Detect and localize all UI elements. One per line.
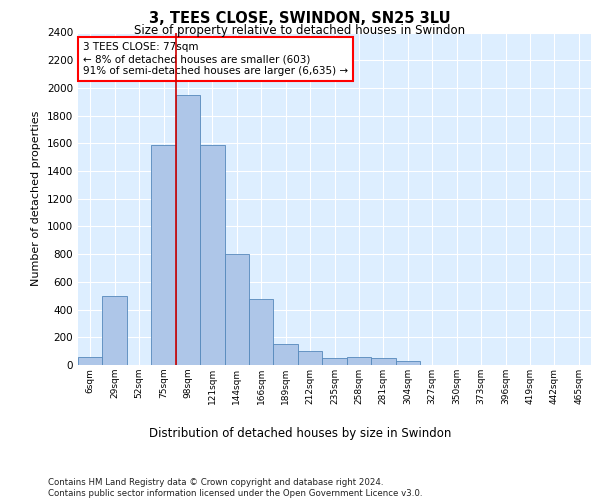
Bar xyxy=(224,254,249,365)
Bar xyxy=(249,298,274,365)
Bar xyxy=(176,95,200,365)
Bar xyxy=(322,358,347,365)
Text: Contains HM Land Registry data © Crown copyright and database right 2024.
Contai: Contains HM Land Registry data © Crown c… xyxy=(48,478,422,498)
Bar xyxy=(371,358,395,365)
Bar xyxy=(347,358,371,365)
Text: Distribution of detached houses by size in Swindon: Distribution of detached houses by size … xyxy=(149,428,451,440)
Text: 3, TEES CLOSE, SWINDON, SN25 3LU: 3, TEES CLOSE, SWINDON, SN25 3LU xyxy=(149,11,451,26)
Text: 3 TEES CLOSE: 77sqm
← 8% of detached houses are smaller (603)
91% of semi-detach: 3 TEES CLOSE: 77sqm ← 8% of detached hou… xyxy=(83,42,348,76)
Bar xyxy=(151,144,176,365)
Y-axis label: Number of detached properties: Number of detached properties xyxy=(31,111,41,286)
Bar xyxy=(200,144,224,365)
Bar xyxy=(274,344,298,365)
Bar xyxy=(395,361,420,365)
Bar xyxy=(78,356,103,365)
Bar xyxy=(103,296,127,365)
Text: Size of property relative to detached houses in Swindon: Size of property relative to detached ho… xyxy=(134,24,466,37)
Bar xyxy=(298,351,322,365)
